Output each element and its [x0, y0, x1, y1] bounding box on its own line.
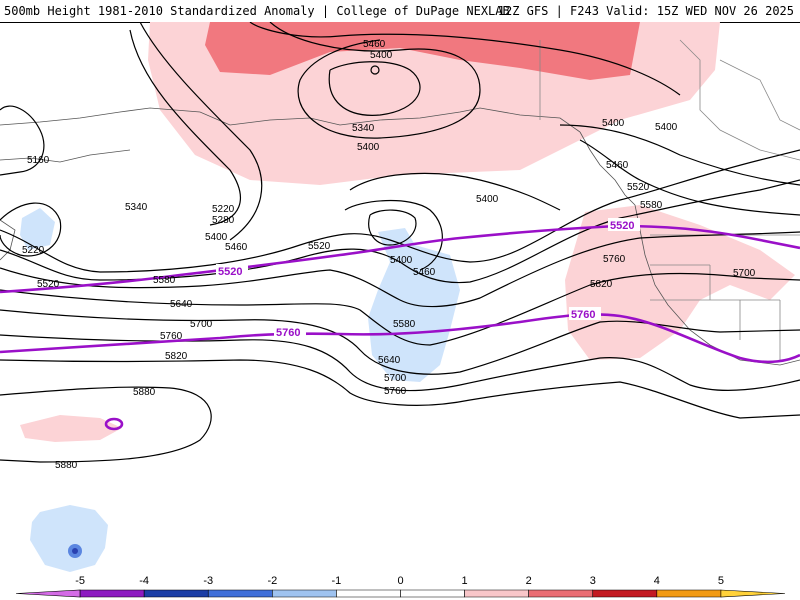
colorbar-tick-label: -4: [139, 575, 149, 587]
contour-label: 5760: [603, 254, 626, 265]
contour-label: 5460: [413, 267, 436, 278]
contour-label: 5760: [160, 331, 183, 342]
anomaly-map: 5460 5400 5340 5400 5160 5220 5280 5340 …: [0, 22, 800, 572]
purple-contour-label: 5760: [571, 309, 595, 321]
purple-contour-label: 5520: [610, 220, 634, 232]
contour-label: 5640: [170, 299, 193, 310]
contour-label: 5820: [590, 279, 613, 290]
height-contours: [0, 22, 800, 463]
negative-anomaly-south-center: [72, 548, 78, 554]
contour-label: 5220: [212, 204, 235, 215]
purple-5760-contour: [0, 313, 800, 364]
colorbar-segment: [336, 589, 401, 598]
contour-label: 5460: [363, 39, 386, 50]
contour-label: 5400: [370, 50, 393, 61]
contour-label: 5340: [352, 123, 375, 134]
contour-label: 5640: [378, 355, 401, 366]
colorbar-tick-label: 1: [462, 575, 468, 587]
contour-label: 5400: [390, 255, 413, 266]
contour-label: 5220: [22, 245, 45, 256]
positive-anomaly-west: [20, 415, 122, 442]
colorbar-segment: [15, 589, 81, 598]
contour-label: 5700: [190, 319, 213, 330]
contour-label: 5400: [602, 118, 625, 129]
model-run-info: 12Z GFS | F243 Valid: 15Z WED NOV 26 202…: [497, 4, 794, 18]
colorbar-tick-label: 4: [654, 575, 660, 587]
contour-label: 5580: [640, 200, 663, 211]
colorbar-segment: [528, 589, 594, 598]
colorbar-segment: [720, 589, 786, 598]
contour-labels: 5460 5400 5340 5400 5160 5220 5280 5340 …: [22, 39, 756, 471]
colorbar-segment: [207, 589, 273, 598]
contour-label: 5280: [212, 215, 235, 226]
colorbar-segment: [592, 589, 658, 598]
contour-label: 5520: [308, 241, 331, 252]
colorbar-tick-label: 5: [718, 575, 724, 587]
contour-label: 5400: [357, 142, 380, 153]
contour-label: 5700: [733, 268, 756, 279]
colorbar-segment: [143, 589, 209, 598]
purple-contour-label: 5520: [218, 266, 242, 278]
contour-label: 5520: [627, 182, 650, 193]
contour-label: 5400: [655, 122, 678, 133]
contour-label: 5880: [55, 460, 78, 471]
contour-label: 5880: [133, 387, 156, 398]
contour-label: 5160: [27, 155, 50, 166]
colorbar-segment: [656, 589, 722, 598]
colorbar-tick-label: -5: [75, 575, 85, 587]
negative-anomaly-south: [30, 505, 108, 572]
purple-small-contour: [104, 417, 124, 431]
colorbar-tick-label: -2: [267, 575, 277, 587]
colorbar-tick-label: 2: [526, 575, 532, 587]
contour-label: 5340: [125, 202, 148, 213]
colorbar-segment: [464, 589, 529, 598]
colorbar-tick-label: -1: [332, 575, 342, 587]
purple-contour-label: 5760: [276, 327, 300, 339]
contour-label: 5460: [225, 242, 248, 253]
anomaly-shading: [20, 22, 795, 572]
contour-label: 5400: [205, 232, 228, 243]
contour-label: 5520: [37, 279, 60, 290]
colorbar-tick-label: 3: [590, 575, 596, 587]
contour-label: 5700: [384, 373, 407, 384]
contour-label: 5580: [393, 319, 416, 330]
colorbar: -5 -4 -3 -2 -1 0 1 2 3 4 5: [15, 575, 786, 598]
contour-label: 5400: [476, 194, 499, 205]
colorbar-segment: [79, 589, 145, 598]
map-title: 500mb Height 1981-2010 Standardized Anom…: [4, 4, 510, 18]
reference-contour-labels: 5520 5760 5520 5760: [216, 218, 640, 339]
map-header: 500mb Height 1981-2010 Standardized Anom…: [0, 0, 800, 23]
colorbar-tick-label: -3: [203, 575, 213, 587]
reference-contours: [0, 224, 800, 431]
contour-label: 5460: [606, 160, 629, 171]
contour-label: 5760: [384, 386, 407, 397]
contour-label: 5580: [153, 275, 176, 286]
colorbar-tick-label: 0: [397, 575, 403, 587]
contour-label: 5820: [165, 351, 188, 362]
purple-5520-contour: [0, 224, 800, 294]
negative-anomaly-west: [20, 208, 55, 250]
colorbar-segment: [400, 589, 465, 598]
colorbar-segment: [272, 589, 337, 598]
